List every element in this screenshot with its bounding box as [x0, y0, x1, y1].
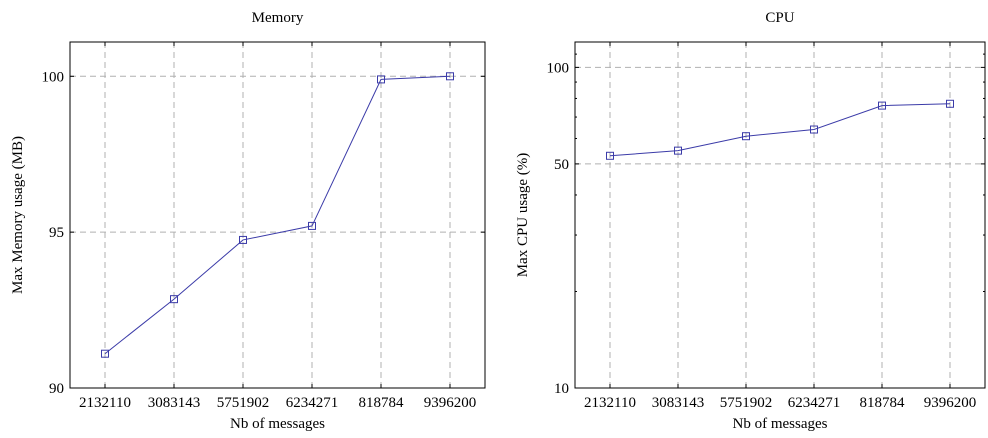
- x-tick-label: 6234271: [286, 395, 339, 411]
- plot-frame: [574, 41, 986, 389]
- y-tick-label: 100: [547, 60, 570, 76]
- x-tick-label: 818784: [359, 395, 405, 411]
- plot-frame: [69, 41, 486, 389]
- y-tick-label: 100: [42, 69, 65, 85]
- data-point-marker: [308, 221, 316, 230]
- x-tick-label: 5751902: [720, 395, 773, 411]
- data-point-marker: [170, 295, 178, 304]
- y-tick-label: 10: [554, 381, 569, 397]
- x-axis-label: Nb of messages: [733, 416, 828, 432]
- x-tick-label: 3083143: [652, 395, 705, 411]
- y-tick-label: 95: [49, 225, 64, 241]
- y-axis-label: Max CPU usage (%): [515, 153, 531, 278]
- data-point-marker: [101, 349, 109, 358]
- series-line: [609, 103, 951, 157]
- data-point-marker: [674, 146, 682, 155]
- x-tick-label: 9396200: [924, 395, 977, 411]
- data-point-marker: [239, 235, 247, 244]
- chart-panel-1: 2132110 3083143 5751902 6234271 818784 939620…: [10, 10, 486, 432]
- x-tick-label: 2132110: [584, 395, 636, 411]
- data-point-marker: [606, 151, 614, 160]
- chart-title: CPU: [765, 10, 794, 26]
- data-point-marker: [377, 75, 385, 84]
- data-point-marker: [742, 132, 750, 141]
- data-point-marker: [446, 72, 454, 81]
- x-tick-label: 6234271: [788, 395, 841, 411]
- chart-title: Memory: [252, 10, 304, 26]
- y-tick-label: 90: [49, 381, 64, 397]
- y-axis-label: Max Memory usage (MB): [10, 136, 26, 294]
- data-point-marker: [810, 125, 818, 134]
- x-tick-label: 9396200: [424, 395, 477, 411]
- x-axis-label: Nb of messages: [230, 416, 325, 432]
- x-tick-label: 2132110: [79, 395, 131, 411]
- x-tick-label: 818784: [860, 395, 906, 411]
- data-point-marker: [878, 101, 886, 110]
- x-tick-label: 3083143: [148, 395, 201, 411]
- series-line: [104, 75, 451, 355]
- chart-panel-2: 2132110 3083143 5751902 6234271 818784 939620…: [515, 10, 986, 432]
- x-tick-label: 5751902: [217, 395, 270, 411]
- data-point-marker: [946, 99, 954, 108]
- y-tick-label: 50: [554, 157, 569, 173]
